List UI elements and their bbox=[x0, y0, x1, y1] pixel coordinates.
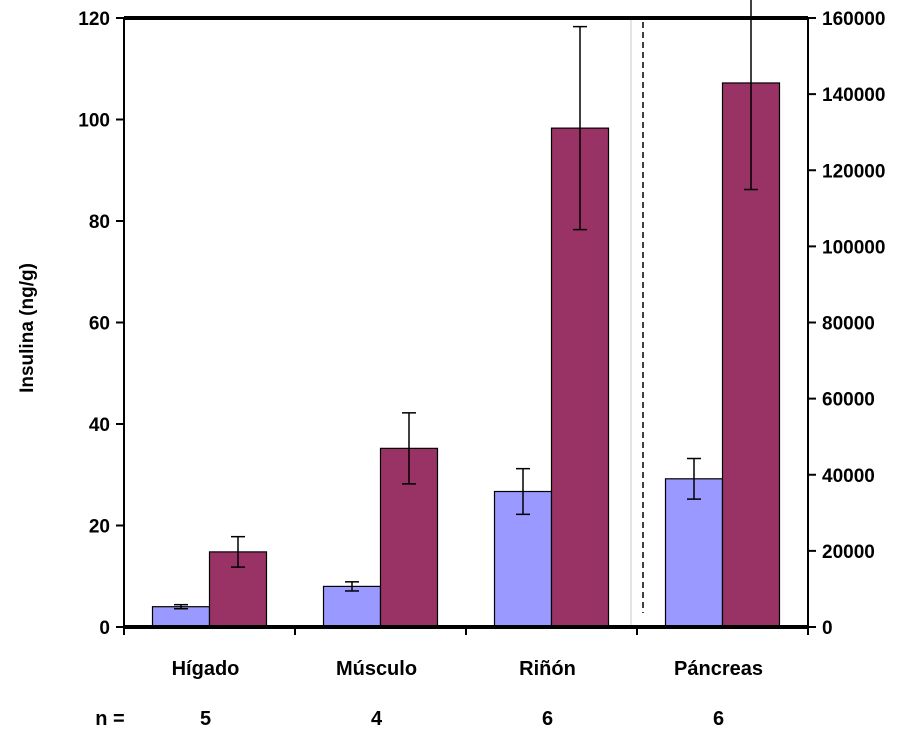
bar-series1-4 bbox=[664, 478, 724, 628]
left-tick-label-6: 120 bbox=[78, 9, 110, 30]
error-bars bbox=[174, 0, 758, 610]
category-label-2: Músculo bbox=[336, 658, 417, 680]
left-tick-label-4: 80 bbox=[89, 212, 110, 233]
plot-frame bbox=[630, 18, 644, 627]
right-tick-label-2: 40000 bbox=[822, 466, 875, 487]
n-value-2: 4 bbox=[371, 708, 383, 730]
labels: 0 20 40 60 80 100 120 0 20000 40000 60000 80000 1000… bbox=[78, 9, 885, 730]
n-label: n = bbox=[95, 708, 124, 730]
category-label-1: Hígado bbox=[172, 658, 240, 680]
left-tick-label-2: 40 bbox=[89, 415, 110, 436]
right-tick-label-5: 100000 bbox=[822, 237, 885, 258]
category-label-4: Páncreas bbox=[674, 658, 763, 680]
left-tick-label-3: 60 bbox=[89, 314, 110, 335]
left-tick-label-5: 100 bbox=[78, 111, 110, 132]
bar-series1-1 bbox=[151, 606, 211, 628]
left-tick-label-1: 20 bbox=[89, 517, 110, 538]
left-tick-label-0: 0 bbox=[99, 618, 110, 639]
right-tick-label-4: 80000 bbox=[822, 314, 875, 335]
right-tick-label-8: 160000 bbox=[822, 9, 885, 30]
right-tick-label-6: 120000 bbox=[822, 161, 885, 182]
bars bbox=[151, 82, 781, 628]
n-value-3: 6 bbox=[542, 708, 553, 730]
right-tick-label-1: 20000 bbox=[822, 542, 875, 563]
right-tick-label-0: 0 bbox=[822, 618, 833, 639]
n-value-1: 5 bbox=[200, 708, 211, 730]
n-value-4: 6 bbox=[713, 708, 724, 730]
category-label-3: Riñón bbox=[519, 658, 576, 680]
bar-series1-2 bbox=[322, 585, 382, 628]
right-tick-label-3: 60000 bbox=[822, 390, 875, 411]
right-tick-label-7: 140000 bbox=[822, 85, 885, 106]
y-axis-label: Insulina (ng/g) bbox=[17, 263, 38, 393]
axes bbox=[116, 16, 816, 635]
